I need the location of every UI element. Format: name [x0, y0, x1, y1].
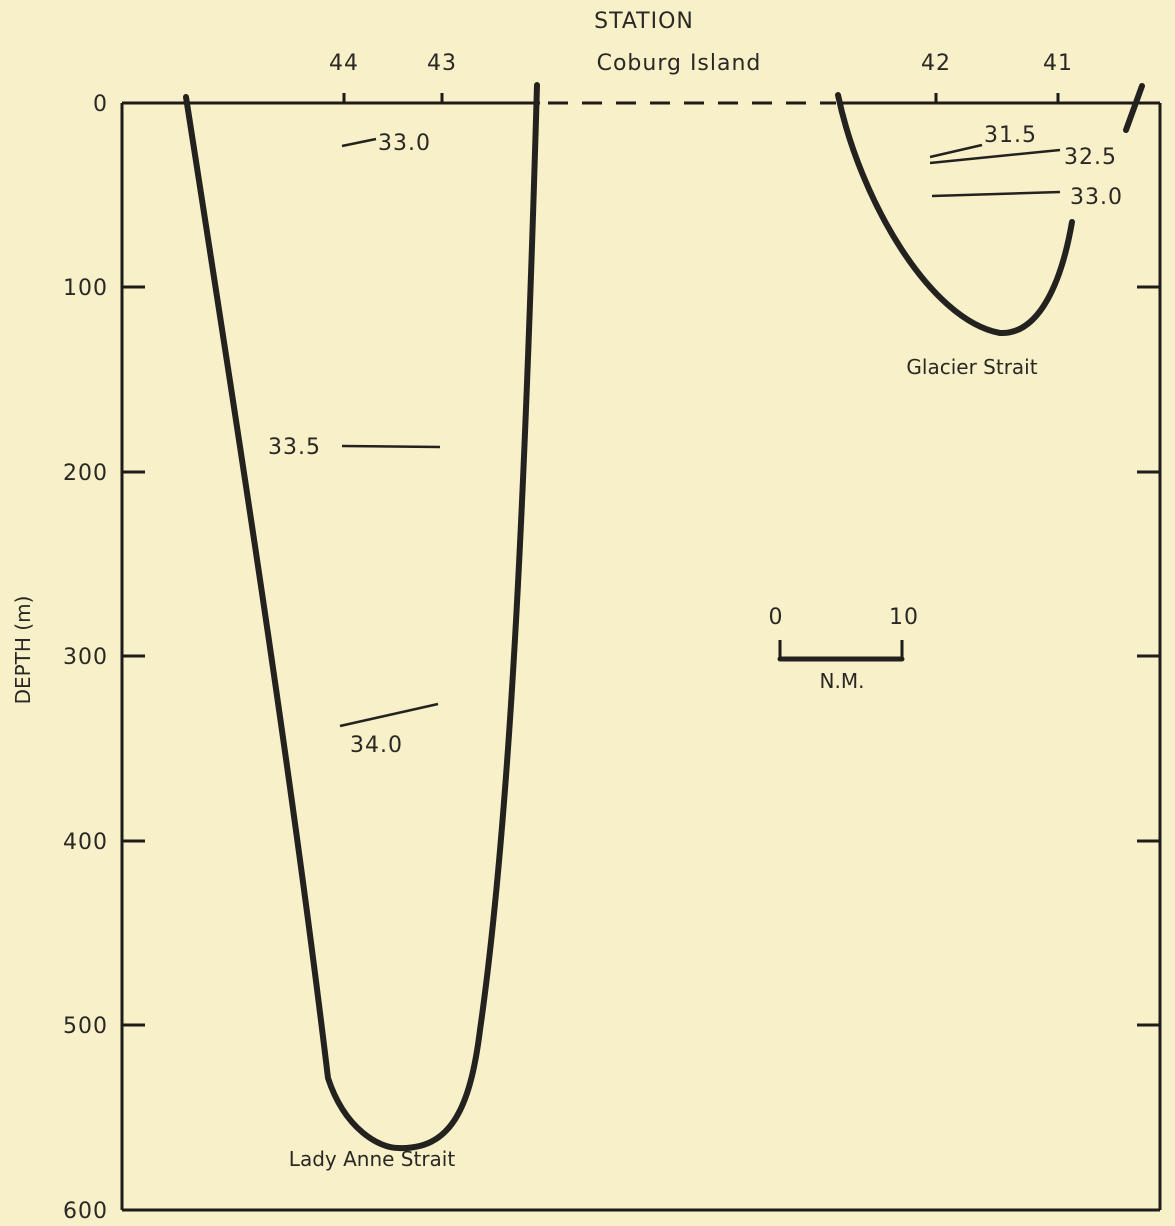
y-axis-title: DEPTH (m) — [11, 596, 35, 705]
scale-bar-start-label: 0 — [769, 605, 784, 630]
isohaline-label-33-0-lady-anne: 33.0 — [378, 131, 431, 156]
y-tick-label-200: 200 — [63, 461, 108, 486]
isohaline-label-31-5: 31.5 — [984, 123, 1037, 148]
station-label-coburg-island: Coburg Island — [597, 51, 762, 76]
glacier-strait-profile-end — [1123, 83, 1145, 133]
glacier-strait-profile — [835, 92, 1075, 337]
y-tick-label-0: 0 — [93, 92, 108, 117]
lady-anne-strait-label: Lady Anne Strait — [289, 1147, 456, 1171]
isohaline-label-32-5: 32.5 — [1064, 145, 1117, 170]
isohaline-label-33-5: 33.5 — [268, 435, 321, 460]
isohaline-label-34-0: 34.0 — [350, 733, 403, 758]
glacier-strait-label: Glacier Strait — [906, 355, 1037, 379]
scale-bar-end-label: 10 — [889, 605, 919, 630]
plot-frame — [120, 101, 1162, 1212]
isohaline-line-33-0-lady-anne — [341, 137, 377, 148]
y-tick-label-500: 500 — [63, 1014, 108, 1039]
isohaline-label-33-0-glacier: 33.0 — [1070, 185, 1123, 210]
station-label-41: 41 — [1043, 51, 1073, 76]
lady-anne-strait-profile — [183, 82, 540, 1152]
isohaline-line-31-5 — [929, 143, 983, 159]
y-axis-ticks — [122, 285, 1160, 1027]
scale-bar: 0 10 N.M. — [769, 605, 919, 693]
y-tick-label-400: 400 — [63, 830, 108, 855]
isohaline-line-33-5 — [341, 444, 441, 449]
y-tick-label-300: 300 — [63, 645, 108, 670]
isohaline-line-33-0-glacier — [931, 190, 1061, 198]
isohaline-line-32-5 — [929, 148, 1061, 165]
isohaline-line-34-0 — [339, 702, 439, 728]
station-label-42: 42 — [921, 51, 951, 76]
y-tick-label-100: 100 — [63, 276, 108, 301]
station-label-44: 44 — [329, 51, 359, 76]
scale-bar-unit-label: N.M. — [820, 669, 865, 693]
station-label-43: 43 — [427, 51, 457, 76]
y-tick-label-600: 600 — [63, 1199, 108, 1224]
station-ticks — [342, 93, 1060, 103]
x-axis-title: STATION — [594, 9, 694, 34]
